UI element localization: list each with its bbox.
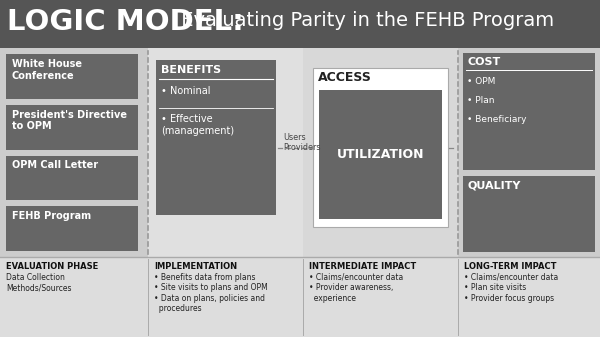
Bar [463, 176, 595, 252]
Text: • Claims/encounter data
• Provider awareness,
  experience: • Claims/encounter data • Provider aware… [309, 273, 403, 303]
Text: QUALITY: QUALITY [468, 180, 521, 190]
Text: • Beneficiary: • Beneficiary [467, 115, 527, 124]
Bar [0, 48, 148, 257]
Bar [313, 68, 448, 227]
Bar [458, 48, 600, 257]
Bar [148, 48, 303, 257]
Text: • Benefits data from plans
• Site visits to plans and OPM
• Data on plans, polic: • Benefits data from plans • Site visits… [154, 273, 268, 313]
Bar [319, 90, 442, 219]
Bar [303, 48, 458, 257]
Text: COST: COST [468, 57, 501, 67]
Bar [463, 53, 595, 170]
Text: • Nominal: • Nominal [161, 86, 211, 96]
Text: INTERMEDIATE IMPACT: INTERMEDIATE IMPACT [309, 262, 416, 271]
Text: LONG-TERM IMPACT: LONG-TERM IMPACT [464, 262, 557, 271]
Text: • Claims/encounter data
• Plan site visits
• Provider focus groups: • Claims/encounter data • Plan site visi… [464, 273, 558, 303]
Bar [6, 155, 138, 200]
Text: Data Collection
Methods/Sources: Data Collection Methods/Sources [6, 273, 71, 293]
Text: White House
Conference: White House Conference [12, 59, 82, 81]
Bar [0, 257, 600, 337]
Text: Users
Providers: Users Providers [283, 133, 321, 152]
Bar [156, 60, 276, 215]
Text: UTILIZATION: UTILIZATION [337, 148, 424, 161]
Text: President's Directive
to OPM: President's Directive to OPM [12, 110, 127, 131]
Text: • OPM: • OPM [467, 77, 496, 86]
Text: • Effective
(management): • Effective (management) [161, 114, 234, 135]
Bar [6, 54, 138, 99]
Text: IMPLEMENTATION: IMPLEMENTATION [154, 262, 237, 271]
Text: LOGIC MODEL:: LOGIC MODEL: [7, 8, 244, 36]
Bar [6, 206, 138, 251]
Text: ACCESS: ACCESS [318, 71, 372, 84]
Text: Evaluating Parity in the FEHB Program: Evaluating Parity in the FEHB Program [175, 11, 554, 30]
Bar [0, 0, 600, 48]
Text: OPM Call Letter: OPM Call Letter [12, 160, 98, 171]
Text: BENEFITS: BENEFITS [161, 65, 221, 75]
Text: EVALUATION PHASE: EVALUATION PHASE [6, 262, 98, 271]
Text: • Plan: • Plan [467, 96, 494, 105]
Bar [6, 105, 138, 150]
Text: FEHB Program: FEHB Program [12, 211, 91, 221]
